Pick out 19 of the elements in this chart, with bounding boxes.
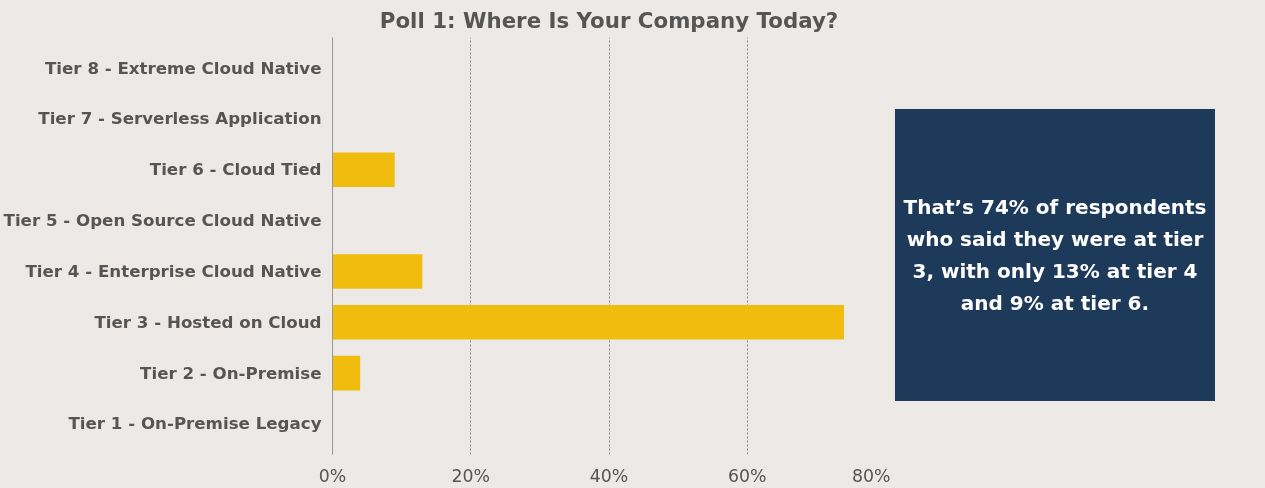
y-tick-label: Tier 1 - On-Premise Legacy bbox=[68, 414, 322, 434]
y-tick-label: Tier 4 - Enterprise Cloud Native bbox=[25, 261, 322, 281]
bar bbox=[332, 152, 395, 188]
x-tick-label: 0% bbox=[318, 465, 347, 486]
y-tick-label: Tier 5 - Open Source Cloud Native bbox=[3, 211, 322, 231]
y-tick-label: Tier 7 - Serverless Application bbox=[38, 109, 322, 129]
x-tick-label: 40% bbox=[589, 465, 629, 486]
x-tick-label: 20% bbox=[451, 465, 491, 486]
bar bbox=[332, 254, 423, 289]
chart-title: Poll 1: Where Is Your Company Today? bbox=[379, 7, 839, 33]
x-tick-label: 60% bbox=[727, 465, 767, 486]
bar bbox=[332, 304, 845, 340]
bar bbox=[332, 355, 361, 391]
y-tick-label: Tier 2 - On-Premise bbox=[140, 363, 322, 383]
y-tick-label: Tier 8 - Extreme Cloud Native bbox=[45, 58, 322, 78]
text: That’s 74% of respondents who said they were at tier 3, with only 13% at tier 4 and 9% at tier 6. bbox=[895, 109, 1215, 401]
y-tick-label: Tier 3 - Hosted on Cloud bbox=[94, 312, 322, 332]
y-tick-label: Tier 6 - Cloud Tied bbox=[149, 160, 322, 180]
x-tick-label: 80% bbox=[851, 465, 891, 486]
